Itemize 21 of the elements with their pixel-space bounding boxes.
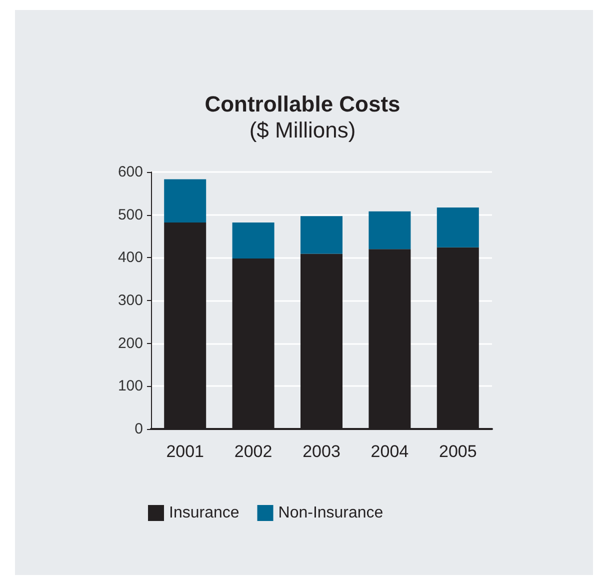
bar — [232, 222, 274, 259]
bar — [368, 211, 411, 250]
legend-label: Non-Insurance — [278, 504, 384, 522]
bar — [300, 216, 342, 254]
y-tick-label: 500 — [118, 206, 143, 224]
x-tick-label: 2004 — [370, 442, 409, 461]
x-tick-label: 2003 — [302, 442, 340, 461]
y-tick-label: 400 — [118, 249, 143, 266]
x-tick-label: 2001 — [166, 442, 204, 461]
bar — [436, 208, 479, 248]
x-tick-label: 2002 — [234, 442, 272, 461]
y-tick-label: 200 — [118, 334, 143, 352]
y-tick-label: 300 — [118, 292, 143, 309]
x-tick-label: 2005 — [438, 442, 477, 461]
chart-title: Controllable Costs — [204, 92, 400, 116]
legend-label: Insurance — [169, 504, 240, 522]
chart-subtitle: ($ Millions) — [249, 118, 356, 142]
bar — [164, 179, 206, 223]
y-tick-label: 0 — [134, 420, 143, 438]
y-tick-label: 100 — [118, 378, 143, 395]
y-tick-label: 600 — [118, 164, 143, 180]
